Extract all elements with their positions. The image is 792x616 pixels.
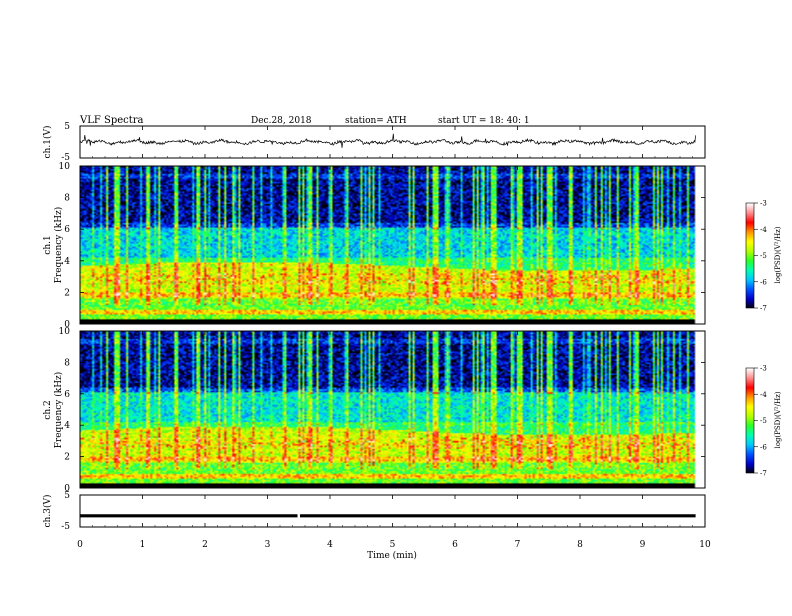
- x-tick-label: 10: [699, 540, 711, 550]
- ch2-cb-tick-label: -5: [760, 417, 767, 425]
- ch2-colorbar-ticks: -3 -4 -5 -6 -7: [754, 365, 767, 478]
- x-tick-label: 9: [640, 540, 646, 550]
- ch2-spectrogram-image: [80, 331, 705, 488]
- x-tick-label: 1: [140, 540, 146, 550]
- ch1-cb-tick-label: -5: [760, 252, 767, 260]
- ch1-ylabel-channel: ch.1: [43, 235, 53, 254]
- ch1-ytick-label: 0: [64, 320, 70, 330]
- ch3-waveform-frame: [79, 494, 706, 528]
- ch1-waveform-panel: 5 -5 ch.1(V): [42, 122, 706, 163]
- ch1-spectrogram-image: [80, 166, 705, 324]
- ch1-ytick-label: 6: [64, 225, 70, 235]
- header-start-ut: start UT = 18: 40: 1: [438, 116, 530, 126]
- time-axis: 0 1 2 3 4 5 6 7 8 9 10: [77, 126, 711, 550]
- ch1-cb-tick-label: -6: [760, 278, 767, 286]
- ch2-ytick-label: 0: [64, 484, 70, 494]
- ch1-ylabel-frequency: Frequency (kHz): [53, 207, 64, 284]
- ch1-cb-tick-label: -3: [760, 200, 767, 208]
- header-date: Dec.28, 2018: [251, 116, 312, 126]
- ch2-ytick-label: 6: [64, 390, 70, 400]
- ch2-cb-tick-label: -6: [760, 443, 767, 451]
- x-tick-label: 6: [452, 540, 458, 550]
- ch1-ytick-label: 2: [64, 288, 70, 298]
- ch1-cb-tick-label: -4: [760, 226, 767, 234]
- ch1-cb-tick-label: -7: [760, 305, 767, 313]
- ch1-colorbar-label: log(PSD)(V²/Hz): [774, 226, 782, 283]
- x-tick-label: 4: [327, 540, 333, 550]
- ch3-waveform-ylabel: ch.3(V): [42, 495, 53, 528]
- ch2-ytick-label: 2: [64, 453, 70, 463]
- ch1-waveform-frame: [79, 125, 706, 159]
- time-axis-label: Time (min): [367, 550, 417, 561]
- ch2-ytick-label: 10: [59, 327, 71, 337]
- x-tick-label: 8: [577, 540, 583, 550]
- ch2-ytick-label: 4: [64, 421, 70, 431]
- ch2-ylabel-frequency: Frequency (kHz): [53, 372, 64, 449]
- ch1-waveform-ylabel: ch.1(V): [42, 126, 53, 159]
- ch1-ytick-label: 4: [64, 257, 70, 267]
- ch1-waveform-trace: [79, 133, 696, 148]
- ch1-ytick-bottom: -5: [61, 153, 70, 163]
- ch2-cb-tick-label: -7: [760, 470, 767, 478]
- ch2-cb-tick-label: -3: [760, 365, 767, 373]
- ch3-ytick-top: 5: [64, 491, 70, 501]
- ch1-ytick-label: 8: [64, 194, 70, 204]
- x-tick-label: 3: [265, 540, 271, 550]
- ch1-yticks: 0 2 4 6 8 10: [59, 162, 705, 330]
- x-tick-label: 5: [390, 540, 396, 550]
- ch1-colorbar-ticks: -3 -4 -5 -6 -7: [754, 200, 767, 313]
- ch2-cb-tick-label: -4: [760, 391, 767, 399]
- x-tick-label: 2: [202, 540, 208, 550]
- ch2-colorbar-label: log(PSD)(V²/Hz): [774, 391, 782, 448]
- figure-title: VLF Spectra: [79, 115, 144, 126]
- ch3-waveform-panel: 5 -5 ch.3(V): [42, 491, 706, 532]
- ch2-colorbar-image: [746, 368, 754, 473]
- ch3-ytick-bottom: -5: [61, 522, 70, 532]
- ch1-ytick-top: 5: [64, 122, 70, 132]
- ch1-colorbar-image: [746, 203, 754, 308]
- header-station: station= ATH: [345, 116, 407, 126]
- x-tick-label: 0: [77, 540, 83, 550]
- ch1-ytick-label: 10: [59, 162, 71, 172]
- ch2-yticks: 0 2 4 6 8 10: [59, 327, 705, 494]
- ch2-ytick-label: 8: [64, 358, 70, 368]
- ch2-ylabel-channel: ch.2: [43, 400, 53, 419]
- x-tick-label: 7: [515, 540, 521, 550]
